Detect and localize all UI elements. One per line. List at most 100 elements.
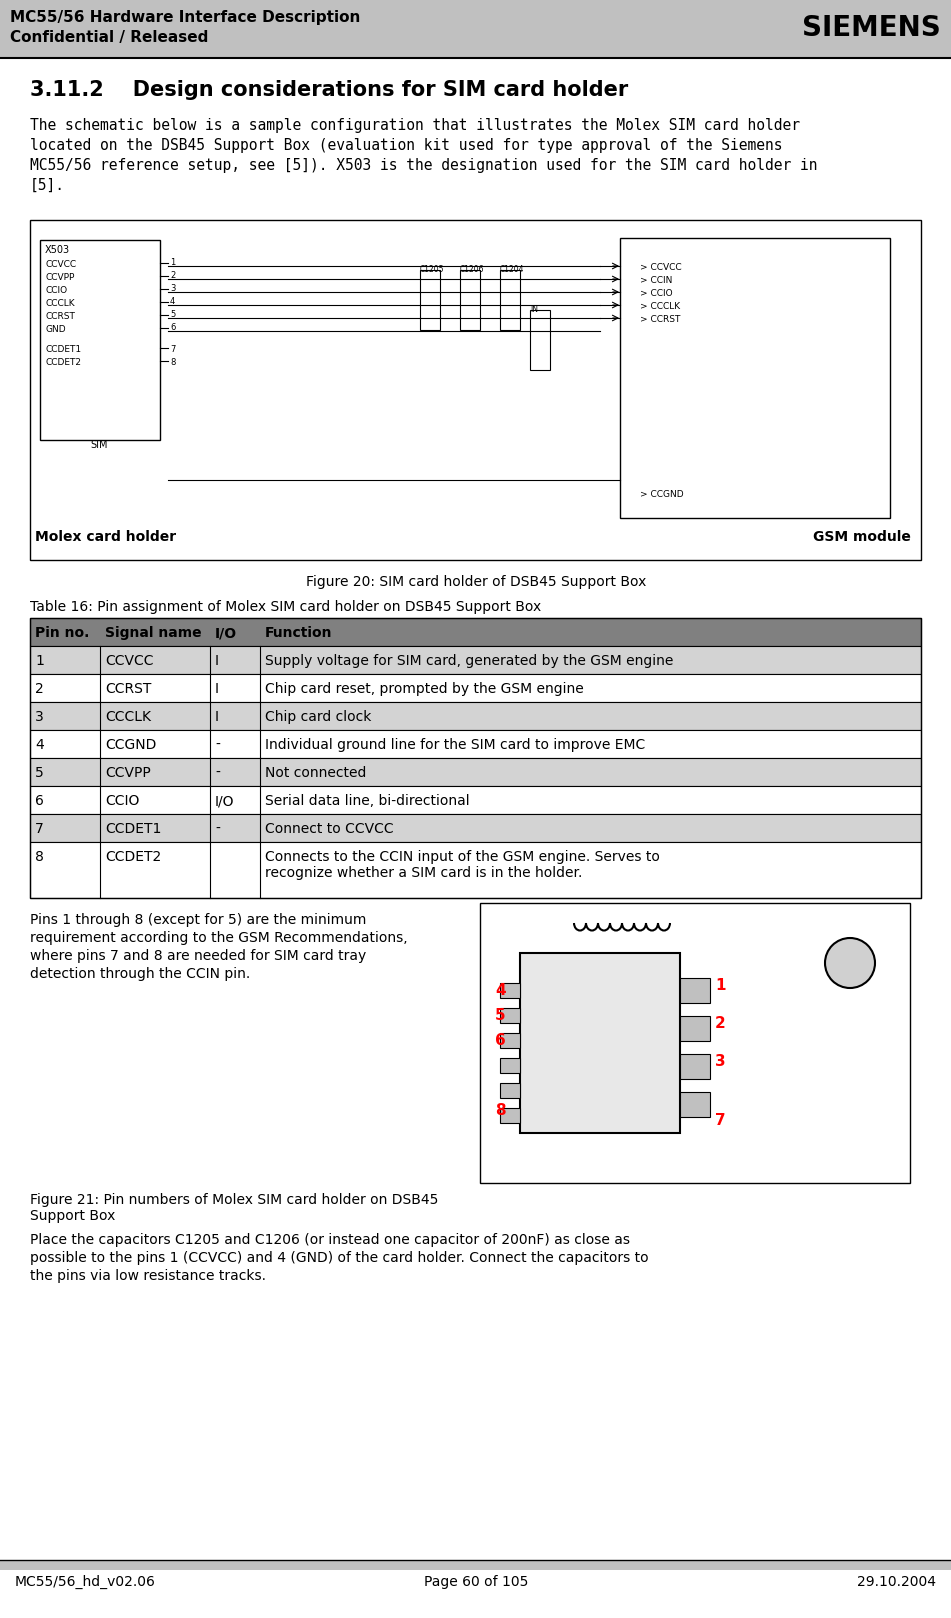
Bar [30, 618, 921, 646]
Text: Support Box: Support Box [30, 1209, 115, 1223]
Text: -: - [215, 738, 220, 752]
Text: Pins 1 through 8 (except for 5) are the minimum: Pins 1 through 8 (except for 5) are the … [30, 913, 366, 927]
Text: 6: 6 [35, 794, 44, 807]
Text: > CCGND: > CCGND [640, 490, 684, 498]
Text: 2: 2 [715, 1016, 726, 1031]
Text: CCCLK: CCCLK [105, 710, 151, 723]
Text: Pin no.: Pin no. [35, 626, 89, 641]
Bar [520, 953, 680, 1133]
Text: 29.10.2004: 29.10.2004 [857, 1574, 936, 1589]
Bar [460, 270, 480, 330]
Bar [420, 270, 440, 330]
Text: CCGND: CCGND [105, 738, 156, 752]
Text: 5: 5 [495, 1008, 506, 1023]
Text: possible to the pins 1 (CCVCC) and 4 (GND) of the card holder. Connect the capac: possible to the pins 1 (CCVCC) and 4 (GN… [30, 1251, 649, 1265]
Bar [500, 270, 520, 330]
Text: 5: 5 [170, 311, 175, 319]
Bar [30, 220, 921, 560]
Text: 8: 8 [35, 849, 44, 864]
Text: where pins 7 and 8 are needed for SIM card tray: where pins 7 and 8 are needed for SIM ca… [30, 950, 366, 963]
Text: X503: X503 [45, 244, 70, 256]
Text: > CCVCC: > CCVCC [640, 264, 682, 272]
Bar [500, 1008, 520, 1023]
Text: CCCLK: CCCLK [45, 299, 74, 307]
Text: CCVCC: CCVCC [45, 260, 76, 269]
Text: Molex card holder: Molex card holder [35, 531, 176, 544]
Text: The schematic below is a sample configuration that illustrates the Molex SIM car: The schematic below is a sample configur… [30, 118, 800, 133]
Text: Table 16: Pin assignment of Molex SIM card holder on DSB45 Support Box: Table 16: Pin assignment of Molex SIM ca… [30, 600, 541, 613]
Text: C1206: C1206 [460, 265, 484, 273]
Text: > CCRST: > CCRST [640, 316, 680, 324]
Text: Connect to CCVCC: Connect to CCVCC [265, 822, 394, 837]
Text: -: - [215, 765, 220, 780]
Bar [0, 1560, 951, 1569]
Text: CCRST: CCRST [105, 683, 151, 696]
Text: 4: 4 [170, 298, 175, 306]
Text: CCIO: CCIO [105, 794, 140, 807]
Bar [500, 1032, 520, 1048]
Text: C1205: C1205 [420, 265, 444, 273]
Bar [530, 311, 550, 371]
Bar [620, 238, 890, 518]
Text: SIEMENS: SIEMENS [803, 15, 941, 42]
Text: 3.11.2    Design considerations for SIM card holder: 3.11.2 Design considerations for SIM car… [30, 79, 629, 100]
Text: Function: Function [265, 626, 333, 641]
Text: I/O: I/O [215, 626, 237, 641]
Text: 7: 7 [715, 1113, 726, 1128]
Text: 6: 6 [170, 324, 175, 332]
Bar [500, 984, 520, 998]
Text: MC55/56 Hardware Interface Description: MC55/56 Hardware Interface Description [10, 10, 360, 24]
Text: CCDET1: CCDET1 [45, 345, 81, 354]
Text: [5].: [5]. [30, 178, 65, 193]
Bar [680, 1053, 710, 1079]
Bar [0, 0, 951, 58]
Text: Figure 21: Pin numbers of Molex SIM card holder on DSB45: Figure 21: Pin numbers of Molex SIM card… [30, 1192, 438, 1207]
Text: Chip card clock: Chip card clock [265, 710, 372, 723]
Text: Confidential / Released: Confidential / Released [10, 31, 208, 45]
Text: I: I [215, 710, 219, 723]
Text: I: I [215, 654, 219, 668]
Text: IN: IN [530, 306, 538, 314]
Bar [680, 1092, 710, 1116]
Text: 3: 3 [35, 710, 44, 723]
Text: the pins via low resistance tracks.: the pins via low resistance tracks. [30, 1269, 266, 1283]
Text: 7: 7 [170, 345, 175, 354]
Bar [500, 1082, 520, 1099]
Text: 8: 8 [170, 358, 175, 367]
Text: Place the capacitors C1205 and C1206 (or instead one capacitor of 200nF) as clos: Place the capacitors C1205 and C1206 (or… [30, 1233, 630, 1247]
Text: 1: 1 [35, 654, 44, 668]
Text: CCDET2: CCDET2 [45, 358, 81, 367]
Text: Page 60 of 105: Page 60 of 105 [424, 1574, 528, 1589]
Text: 1: 1 [170, 257, 175, 267]
Text: 3: 3 [715, 1053, 726, 1069]
Text: 2: 2 [35, 683, 44, 696]
Text: 2: 2 [170, 270, 175, 280]
Text: CCVPP: CCVPP [105, 765, 151, 780]
Text: CCVPP: CCVPP [45, 273, 74, 282]
Text: I/O: I/O [215, 794, 235, 807]
Bar [40, 239, 160, 440]
Bar [480, 903, 910, 1183]
Text: > CCIN: > CCIN [640, 277, 672, 285]
Text: I: I [215, 683, 219, 696]
Text: Signal name: Signal name [105, 626, 202, 641]
Text: recognize whether a SIM card is in the holder.: recognize whether a SIM card is in the h… [265, 866, 582, 880]
Bar [500, 1058, 520, 1073]
Text: CCVCC: CCVCC [105, 654, 153, 668]
Text: Chip card reset, prompted by the GSM engine: Chip card reset, prompted by the GSM eng… [265, 683, 584, 696]
Text: SIM: SIM [90, 440, 107, 450]
Text: 1: 1 [715, 977, 726, 993]
Text: 3: 3 [170, 285, 175, 293]
Text: 8: 8 [495, 1103, 506, 1118]
Bar [30, 730, 921, 757]
Text: C1204: C1204 [500, 265, 525, 273]
Text: GSM module: GSM module [813, 531, 911, 544]
Bar [680, 1016, 710, 1040]
Text: MC55/56_hd_v02.06: MC55/56_hd_v02.06 [15, 1574, 156, 1589]
Text: CCRST: CCRST [45, 312, 75, 320]
Text: Serial data line, bi-directional: Serial data line, bi-directional [265, 794, 470, 807]
Bar [30, 786, 921, 814]
Text: 5: 5 [35, 765, 44, 780]
Text: MC55/56 reference setup, see [5]). X503 is the designation used for the SIM card: MC55/56 reference setup, see [5]). X503 … [30, 159, 818, 173]
Text: CCDET1: CCDET1 [105, 822, 162, 837]
